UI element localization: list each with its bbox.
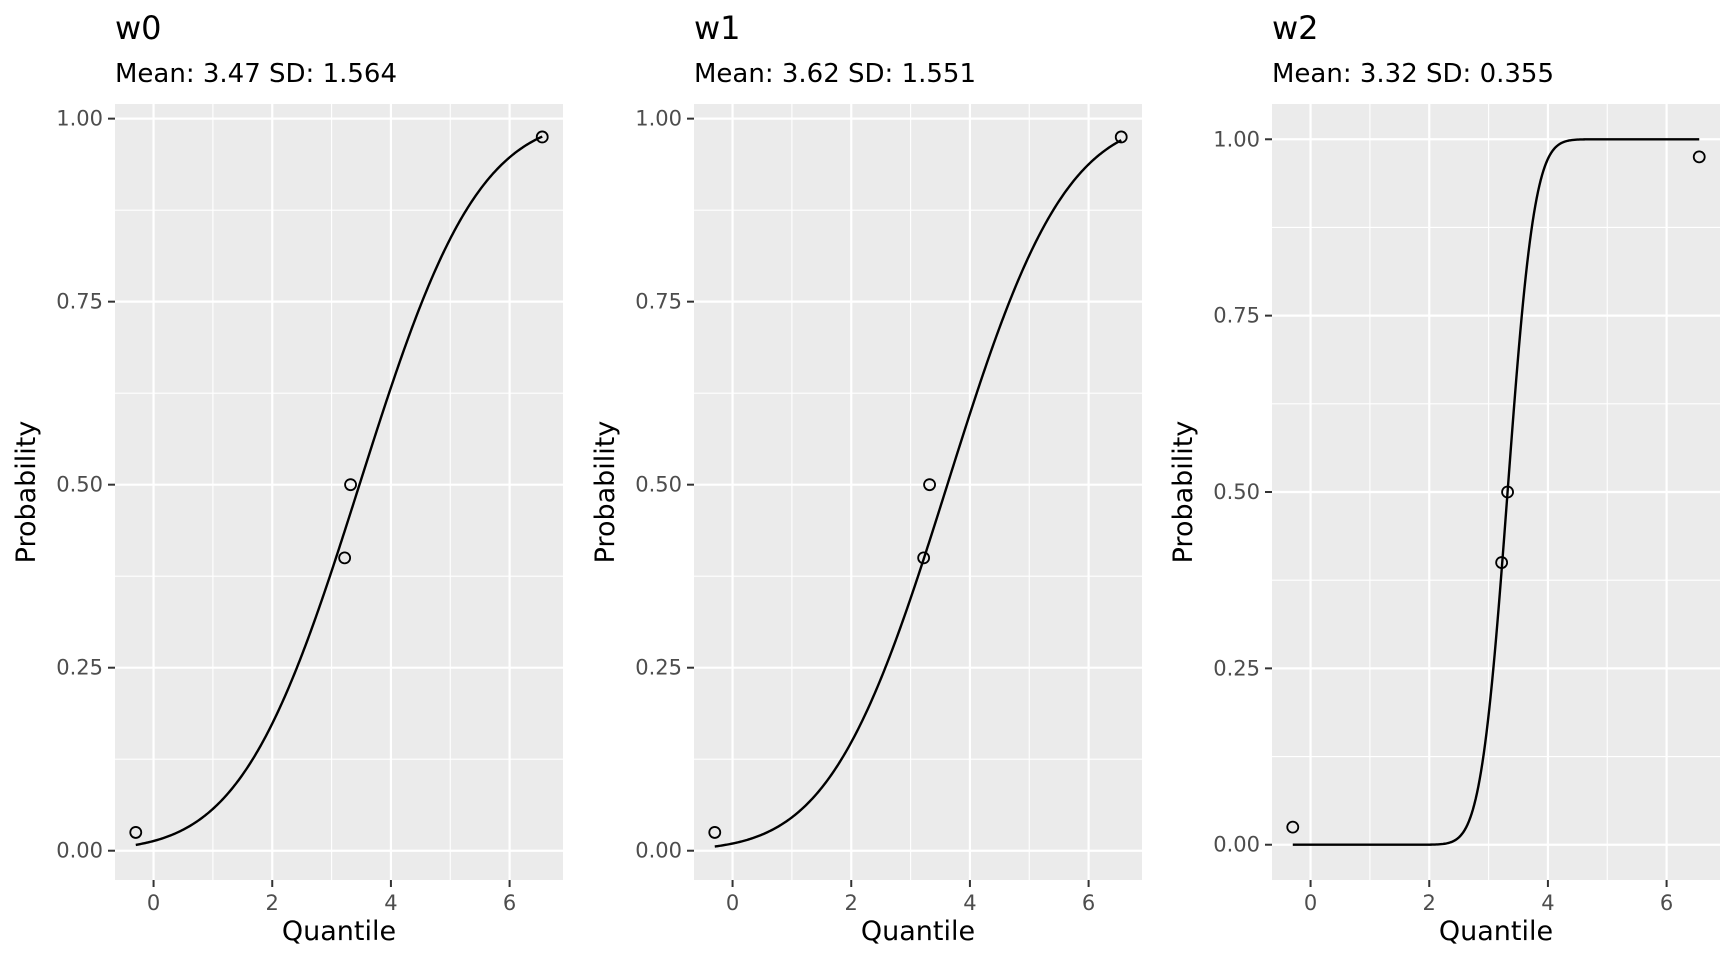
y-tick-label: 1.00 [635,107,682,131]
x-axis-title: Quantile [282,916,396,947]
y-tick-label: 0.75 [1213,304,1260,328]
y-tick-label: 0.25 [635,656,682,680]
x-axis-title: Quantile [861,916,975,947]
data-point [338,551,352,565]
plot-background [115,104,563,880]
x-tick-label: 2 [1423,891,1436,915]
x-tick-label: 0 [1304,891,1317,915]
data-point [535,130,549,144]
y-tick-label: 0.25 [1213,656,1260,680]
y-tick-label: 0.75 [635,290,682,314]
panel-subtitle: Mean: 3.47 SD: 1.564 [115,59,397,89]
panel-title: w0 [115,9,162,47]
cdf-line [1292,138,1700,846]
y-tick-label: 0.50 [635,473,682,497]
y-tick-label: 0.50 [1213,480,1260,504]
data-point [923,478,936,492]
y-tick-label: 0.75 [56,290,103,314]
cdf-line [714,139,1122,848]
y-tick-label: 0.50 [56,473,103,497]
y-tick-label: 0.00 [635,839,682,863]
data-point [1114,130,1128,144]
x-tick-label: 4 [384,891,397,915]
cdf-line [135,135,543,847]
x-tick-label: 6 [1660,891,1673,915]
panel-subtitle: Mean: 3.32 SD: 0.355 [1272,59,1554,89]
data-point [344,478,357,492]
x-tick-label: 0 [147,891,160,915]
chart-panel-w0: w0 Mean: 3.47 SD: 1.564 0.00 0.25 0.50 0.75 1.… [11,9,563,947]
x-tick-label: 4 [1541,891,1554,915]
y-axis-title: Probability [1168,421,1199,564]
y-axis-title: Probability [590,421,621,564]
data-point [708,826,722,839]
y-tick-label: 1.00 [56,107,103,131]
plot-background [694,104,1142,880]
x-tick-label: 0 [726,891,739,915]
y-axis-title: Probability [11,421,42,564]
x-tick-label: 2 [266,891,279,915]
chart-panel-w1: w1 Mean: 3.62 SD: 1.551 0.00 0.25 0.50 0.75 1.… [590,9,1142,947]
data-point [917,551,931,565]
x-axis-title: Quantile [1439,916,1553,947]
data-point [1501,485,1514,499]
panel-title: w1 [694,9,741,47]
y-tick-label: 0.00 [1213,833,1260,857]
panel-subtitle: Mean: 3.62 SD: 1.551 [694,59,976,89]
x-tick-label: 6 [1082,891,1095,915]
y-tick-label: 1.00 [1213,127,1260,151]
y-tick-label: 0.00 [56,839,103,863]
chart-panel-w2: w2 Mean: 3.32 SD: 0.355 0.00 0.25 0.50 0.75 1.… [1168,9,1720,947]
x-tick-label: 6 [503,891,516,915]
y-tick-label: 0.25 [56,656,103,680]
x-tick-label: 4 [963,891,976,915]
x-tick-label: 2 [845,891,858,915]
data-point [1692,150,1706,164]
data-point [1495,556,1509,569]
data-point [129,826,143,839]
data-point [1286,820,1300,834]
panel-title: w2 [1272,9,1319,47]
